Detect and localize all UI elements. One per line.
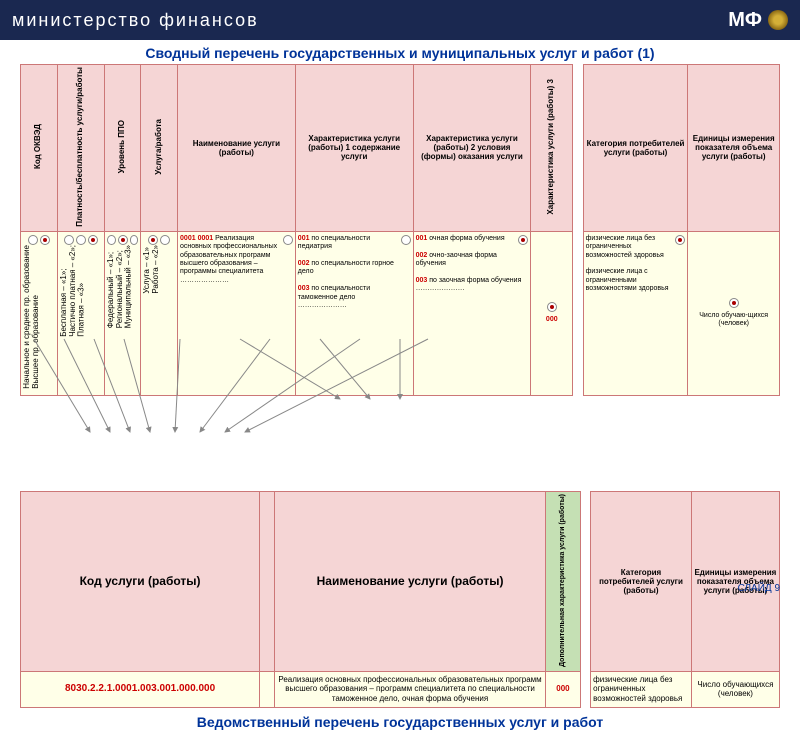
col-svc: Услуга/работа: [155, 119, 164, 175]
col-ch2: Характеристика услуги (работы) 2 условия…: [413, 65, 531, 232]
page-title: Сводный перечень государственных и муниц…: [0, 45, 800, 61]
cell-svc: Услуга – «1»Работа – «2»: [143, 245, 161, 294]
radio-icon[interactable]: [40, 235, 50, 245]
col-okved: Код ОКВЭД: [34, 124, 43, 169]
cell2-unit: Число обучающихся (человек): [691, 671, 779, 707]
cell2-cat: физические лица без ограниченных возможн…: [591, 671, 692, 707]
col2-unit: Единицы измерения показателя объема услу…: [691, 491, 779, 671]
cell2-name: Реализация основных профессиональных обр…: [275, 671, 546, 707]
cell2-code: 8030.2.2.1.0001.003.001.000.000: [21, 671, 260, 707]
col2-extra: Дополнительная характеристика услуги (ра…: [559, 494, 567, 667]
col-ch3: Характеристика услуги (работы) 3: [547, 79, 556, 215]
emblem-icon: [768, 10, 788, 30]
cell-ch2: 001 очная форма обучения002 очно-заочная…: [413, 231, 531, 395]
bottom-title: Ведомственный перечень государственных у…: [20, 714, 780, 730]
cell-unit: Число обучаю-щихся (человек): [699, 312, 768, 327]
cell-ch1: 001 по специальности педиатрия002 по спе…: [295, 231, 413, 395]
table-data-row: Начальное и среднее пр. образованиеВысше…: [21, 231, 780, 395]
col2-cat: Категория потребителей услуги (работы): [591, 491, 692, 671]
col-level: Уровень ППО: [118, 120, 127, 173]
summary-table: Код ОКВЭД Платность/бесплатность услуги/…: [20, 64, 780, 396]
dept-table: Код услуги (работы) Наименование услуги …: [20, 491, 780, 708]
radio-icon[interactable]: [28, 235, 38, 245]
slide-number: СЛАЙД 9: [738, 583, 780, 594]
col-cat: Категория потребителей услуги (работы): [583, 65, 688, 232]
cell-okved: Начальное и среднее пр. образованиеВысше…: [23, 245, 41, 389]
cell-level: Федеральный – «1»;Региональный – «2»;Мун…: [107, 245, 133, 328]
col2-code: Код услуги (работы): [21, 491, 260, 671]
header-bar: министерство финансов МФ: [0, 0, 800, 40]
col2-name: Наименование услуги (работы): [275, 491, 546, 671]
cell-cat: физические лица без ограниченных возможн…: [583, 231, 688, 395]
col-pay: Платность/бесплатность услуги/работы: [76, 67, 85, 227]
logo: МФ: [728, 9, 788, 32]
col-ch1: Характеристика услуги (работы) 1 содержа…: [295, 65, 413, 232]
cell-ch3: 000: [546, 316, 558, 323]
col-name: Наименование услуги (работы): [178, 65, 296, 232]
cell-name: 0001 0001 Реализация основных профессион…: [178, 231, 296, 395]
table-header-row: Код ОКВЭД Платность/бесплатность услуги/…: [21, 65, 780, 232]
cell-pay: Бесплатная – «1»;Частично платная – «2»;…: [60, 245, 86, 337]
col-unit: Единицы измерения показателя объема услу…: [688, 65, 780, 232]
cell2-ch3: 000: [556, 684, 569, 693]
ministry-title: министерство финансов: [12, 10, 259, 31]
